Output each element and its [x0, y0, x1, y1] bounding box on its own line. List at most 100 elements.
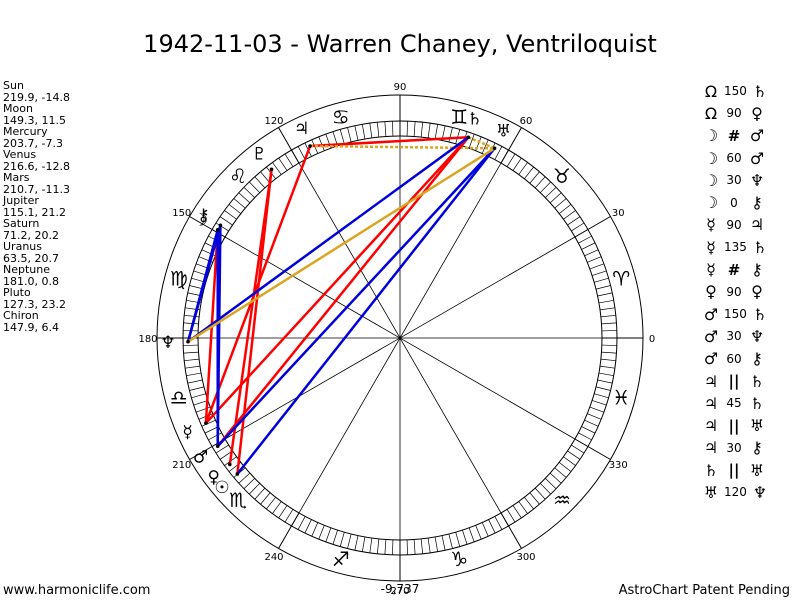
planet-entry-sun: Sun 219.9, -14.8	[3, 80, 70, 103]
degree-tick	[215, 222, 229, 232]
aspect-planet-2-glyph: ♃	[749, 215, 765, 235]
sign-boundary	[278, 127, 300, 164]
degree-tick	[512, 505, 522, 519]
degree-tick	[529, 492, 540, 505]
aspect-planet-2-glyph: ♂	[749, 148, 765, 168]
aspect-line	[310, 136, 469, 148]
degree-tick	[592, 270, 607, 276]
degree-tick	[455, 129, 461, 144]
degree-tick	[558, 462, 572, 472]
degree-tick	[434, 536, 439, 552]
degree-tick	[318, 525, 325, 540]
aspect-line	[204, 136, 470, 425]
planet-marker	[186, 339, 190, 344]
degree-tick	[347, 127, 352, 143]
degree-tick	[558, 204, 572, 214]
planet-marker	[492, 146, 497, 151]
degree-label: 120	[264, 116, 283, 127]
aspect-planet-1-glyph: ☽	[703, 170, 719, 190]
degree-tick	[598, 299, 614, 304]
aspect-line	[228, 169, 273, 465]
degree-tick	[420, 538, 424, 554]
degree-tick	[601, 351, 617, 354]
degree-tick	[597, 379, 613, 384]
planet-entry-pluto: Pluto 127.3, 23.2	[3, 287, 70, 310]
degree-tick	[597, 292, 613, 297]
planet-glyph-pluto: ♇	[252, 144, 267, 164]
degree-tick	[584, 249, 599, 257]
planet-glyph-saturn: ♄	[467, 109, 482, 129]
aspect-angle: 90	[726, 217, 742, 232]
aspect-planet-1-glyph: ☿	[706, 237, 716, 257]
degree-tick	[506, 153, 516, 167]
degree-label: 30	[612, 208, 625, 219]
degree-tick	[272, 162, 282, 175]
aspect-row: ♀ 90 ♀	[700, 281, 771, 303]
degree-tick	[361, 536, 366, 552]
degree-tick	[191, 393, 206, 399]
degree-tick	[249, 483, 260, 495]
degree-tick	[540, 483, 551, 495]
degree-tick	[448, 127, 453, 143]
planet-coords: 219.9, -14.8	[3, 90, 70, 104]
sign-boundary	[278, 512, 300, 549]
degree-label: 150	[172, 208, 191, 219]
sign-boundary	[189, 438, 226, 460]
planet-marker	[269, 167, 274, 172]
degree-label: 90	[394, 82, 407, 93]
degree-tick	[376, 538, 380, 554]
planet-position-list: Sun 219.9, -14.8 Moon 149.3, 11.5 Mercury 2…	[3, 80, 70, 333]
degree-tick	[347, 533, 352, 549]
degree-tick	[406, 121, 408, 137]
aspect-planet-1-glyph: ♄	[703, 460, 719, 480]
degree-tick	[468, 133, 475, 149]
degree-tick	[578, 235, 592, 244]
aspect-angle: ||	[728, 461, 740, 480]
aspect-planet-2-glyph: ♄	[749, 371, 765, 391]
degree-tick	[600, 314, 616, 318]
degree-tick	[183, 344, 199, 346]
aspect-row: ♅ 120 ♆	[700, 481, 771, 503]
degree-tick	[413, 539, 416, 555]
zodiac-sign-glyph: ♈	[612, 267, 630, 291]
aspect-angle: 30	[726, 440, 742, 455]
aspect-planet-2-glyph: ♄	[752, 237, 768, 257]
aspect-planet-1-glyph: ♃	[703, 371, 719, 391]
aspect-angle: 150	[724, 307, 747, 322]
aspect-line	[310, 144, 495, 150]
degree-tick	[284, 509, 294, 523]
degree-tick	[201, 419, 216, 427]
planet-name: Pluto	[3, 286, 31, 299]
planet-name: Sun	[3, 79, 24, 92]
aspect-row: ♃ || ♄	[700, 370, 771, 392]
degree-tick	[589, 263, 605, 270]
degree-tick	[481, 139, 489, 154]
sign-boundary	[574, 216, 611, 238]
aspect-planet-1-glyph: ☿	[706, 260, 716, 280]
planet-coords: 71.2, 20.2	[3, 228, 59, 242]
planet-glyph-moon: ☽	[193, 211, 208, 231]
planet-marker	[215, 444, 220, 449]
degree-tick	[238, 192, 251, 204]
degree-tick	[219, 216, 233, 226]
degree-label: 60	[520, 116, 533, 127]
degree-tick	[369, 123, 373, 139]
degree-tick	[599, 307, 615, 311]
aspect-planet-2-glyph: ♅	[749, 460, 765, 480]
degree-tick	[529, 171, 540, 184]
degree-tick	[243, 478, 255, 489]
degree-tick	[243, 187, 255, 198]
degree-tick	[601, 330, 617, 332]
degree-tick	[272, 501, 282, 514]
planet-entry-jupiter: Jupiter 115.1, 21.2	[3, 195, 70, 218]
aspect-line	[216, 136, 470, 448]
planet-name: Saturn	[3, 217, 40, 230]
aspect-planet-1-glyph: ♃	[703, 438, 719, 458]
aspect-planet-2-glyph: ⚷	[751, 193, 763, 213]
aspect-planet-1-glyph: ☽	[703, 193, 719, 213]
degree-tick	[512, 157, 522, 171]
aspect-row: Ω 150 ♄	[700, 80, 771, 102]
planet-name: Chiron	[3, 309, 39, 322]
degree-tick	[468, 527, 475, 543]
